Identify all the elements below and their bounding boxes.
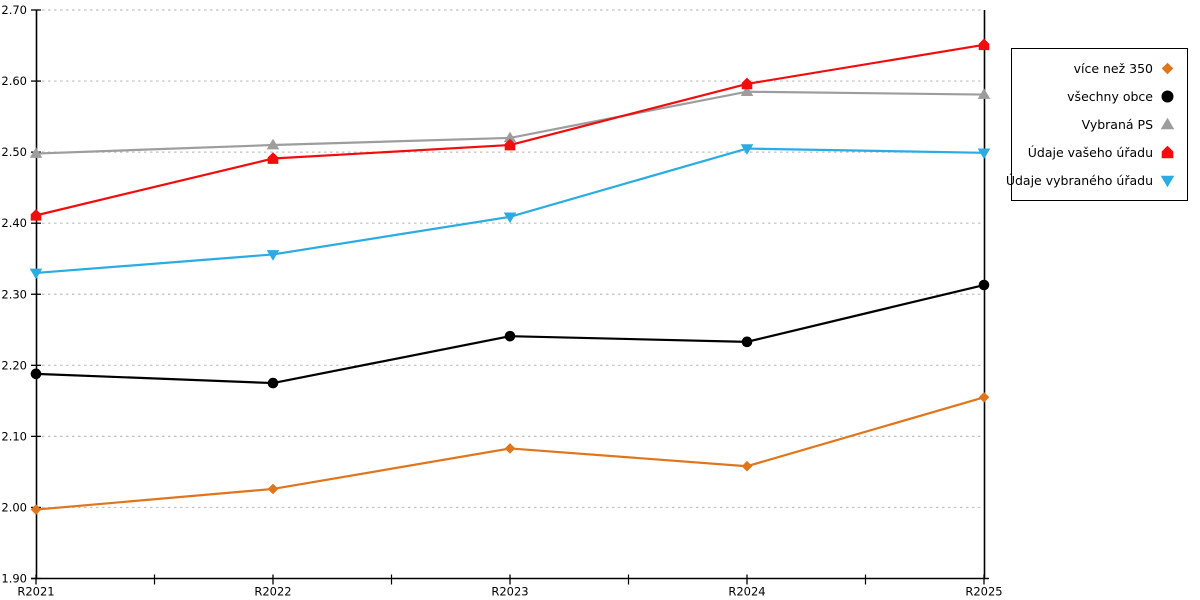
data-point-pentagon-up-icon <box>741 77 753 90</box>
legend-item: více než 350 <box>1012 61 1187 76</box>
legend-marker-triangle-down-icon <box>1160 176 1175 188</box>
y-axis-label: 2.20 <box>1 358 27 372</box>
y-axis-label: 2.70 <box>1 3 27 17</box>
legend-label: všechny obce <box>1067 88 1153 104</box>
x-axis-label: R2023 <box>491 585 528 599</box>
data-point-circle-icon <box>741 336 753 348</box>
data-point-triangle-up-icon <box>29 147 43 158</box>
legend-marker-circle-icon <box>1161 90 1174 103</box>
data-point-triangle-up-icon <box>740 85 754 97</box>
data-point-pentagon-up-icon <box>267 152 279 164</box>
data-point-triangle-up-icon <box>977 88 991 99</box>
x-axis-label: R2021 <box>17 585 54 599</box>
circle-glyph <box>1161 90 1174 103</box>
legend-label: Údaje vašeho úřadu <box>1027 145 1153 161</box>
pentagon-up-glyph <box>1161 145 1174 159</box>
legend-item: všechny obce <box>1012 89 1187 104</box>
data-point-circle-icon <box>504 330 516 342</box>
y-axis-label: 2.00 <box>1 500 27 514</box>
data-point-triangle-down-icon <box>740 144 754 155</box>
data-point-diamond-icon <box>267 483 279 495</box>
data-point-triangle-down-icon <box>503 212 517 224</box>
legend: více než 350 všechny obce Vybraná PS Údaje … <box>1006 48 1188 201</box>
data-point-circle-icon <box>978 279 990 291</box>
series-line-3 <box>35 43 985 217</box>
legend-marker-diamond-icon <box>1161 62 1174 74</box>
data-point-pentagon-up-icon <box>978 38 990 51</box>
legend-marker-triangle-up-icon <box>1160 117 1175 130</box>
data-point-diamond-icon <box>504 443 516 454</box>
y-axis-label: 1.90 <box>1 572 27 586</box>
diamond-glyph <box>1161 62 1174 74</box>
data-point-pentagon-up-icon <box>504 138 516 151</box>
y-axis-label: 2.30 <box>1 287 27 301</box>
legend-label: Vybraná PS <box>1081 116 1153 132</box>
data-point-triangle-down-icon <box>29 268 43 280</box>
legend-item: Údaje vašeho úřadu <box>1012 145 1187 160</box>
data-point-diamond-icon <box>741 460 753 472</box>
data-point-triangle-down-icon <box>977 148 991 160</box>
x-axis-label: R2024 <box>728 585 765 599</box>
data-point-circle-icon <box>30 368 42 380</box>
y-axis-label: 2.40 <box>1 216 27 230</box>
legend-marker-pentagon-up-icon <box>1161 145 1174 159</box>
data-point-circle-icon <box>267 377 279 389</box>
data-point-pentagon-up-icon <box>30 209 42 221</box>
data-point-triangle-down-icon <box>266 250 280 261</box>
data-point-triangle-up-icon <box>266 138 280 150</box>
legend-item: Vybraná PS <box>1012 117 1187 132</box>
data-point-diamond-icon <box>978 391 990 403</box>
legend-label: Údaje vybraného úřadu <box>1005 173 1153 189</box>
data-point-diamond-icon <box>30 504 42 515</box>
x-axis-label: R2025 <box>965 585 1002 599</box>
legend-label: více než 350 <box>1073 60 1153 76</box>
triangle-up-glyph <box>1160 117 1175 130</box>
x-axis-label: R2022 <box>254 585 291 599</box>
y-axis-label: 2.60 <box>1 74 27 88</box>
triangle-down-glyph <box>1160 176 1175 188</box>
series-line-4 <box>35 147 985 275</box>
y-axis-label: 2.50 <box>1 145 27 159</box>
data-point-triangle-up-icon <box>503 131 517 143</box>
y-axis-label: 2.10 <box>1 429 27 443</box>
legend-item: Údaje vybraného úřadu <box>1006 173 1187 188</box>
